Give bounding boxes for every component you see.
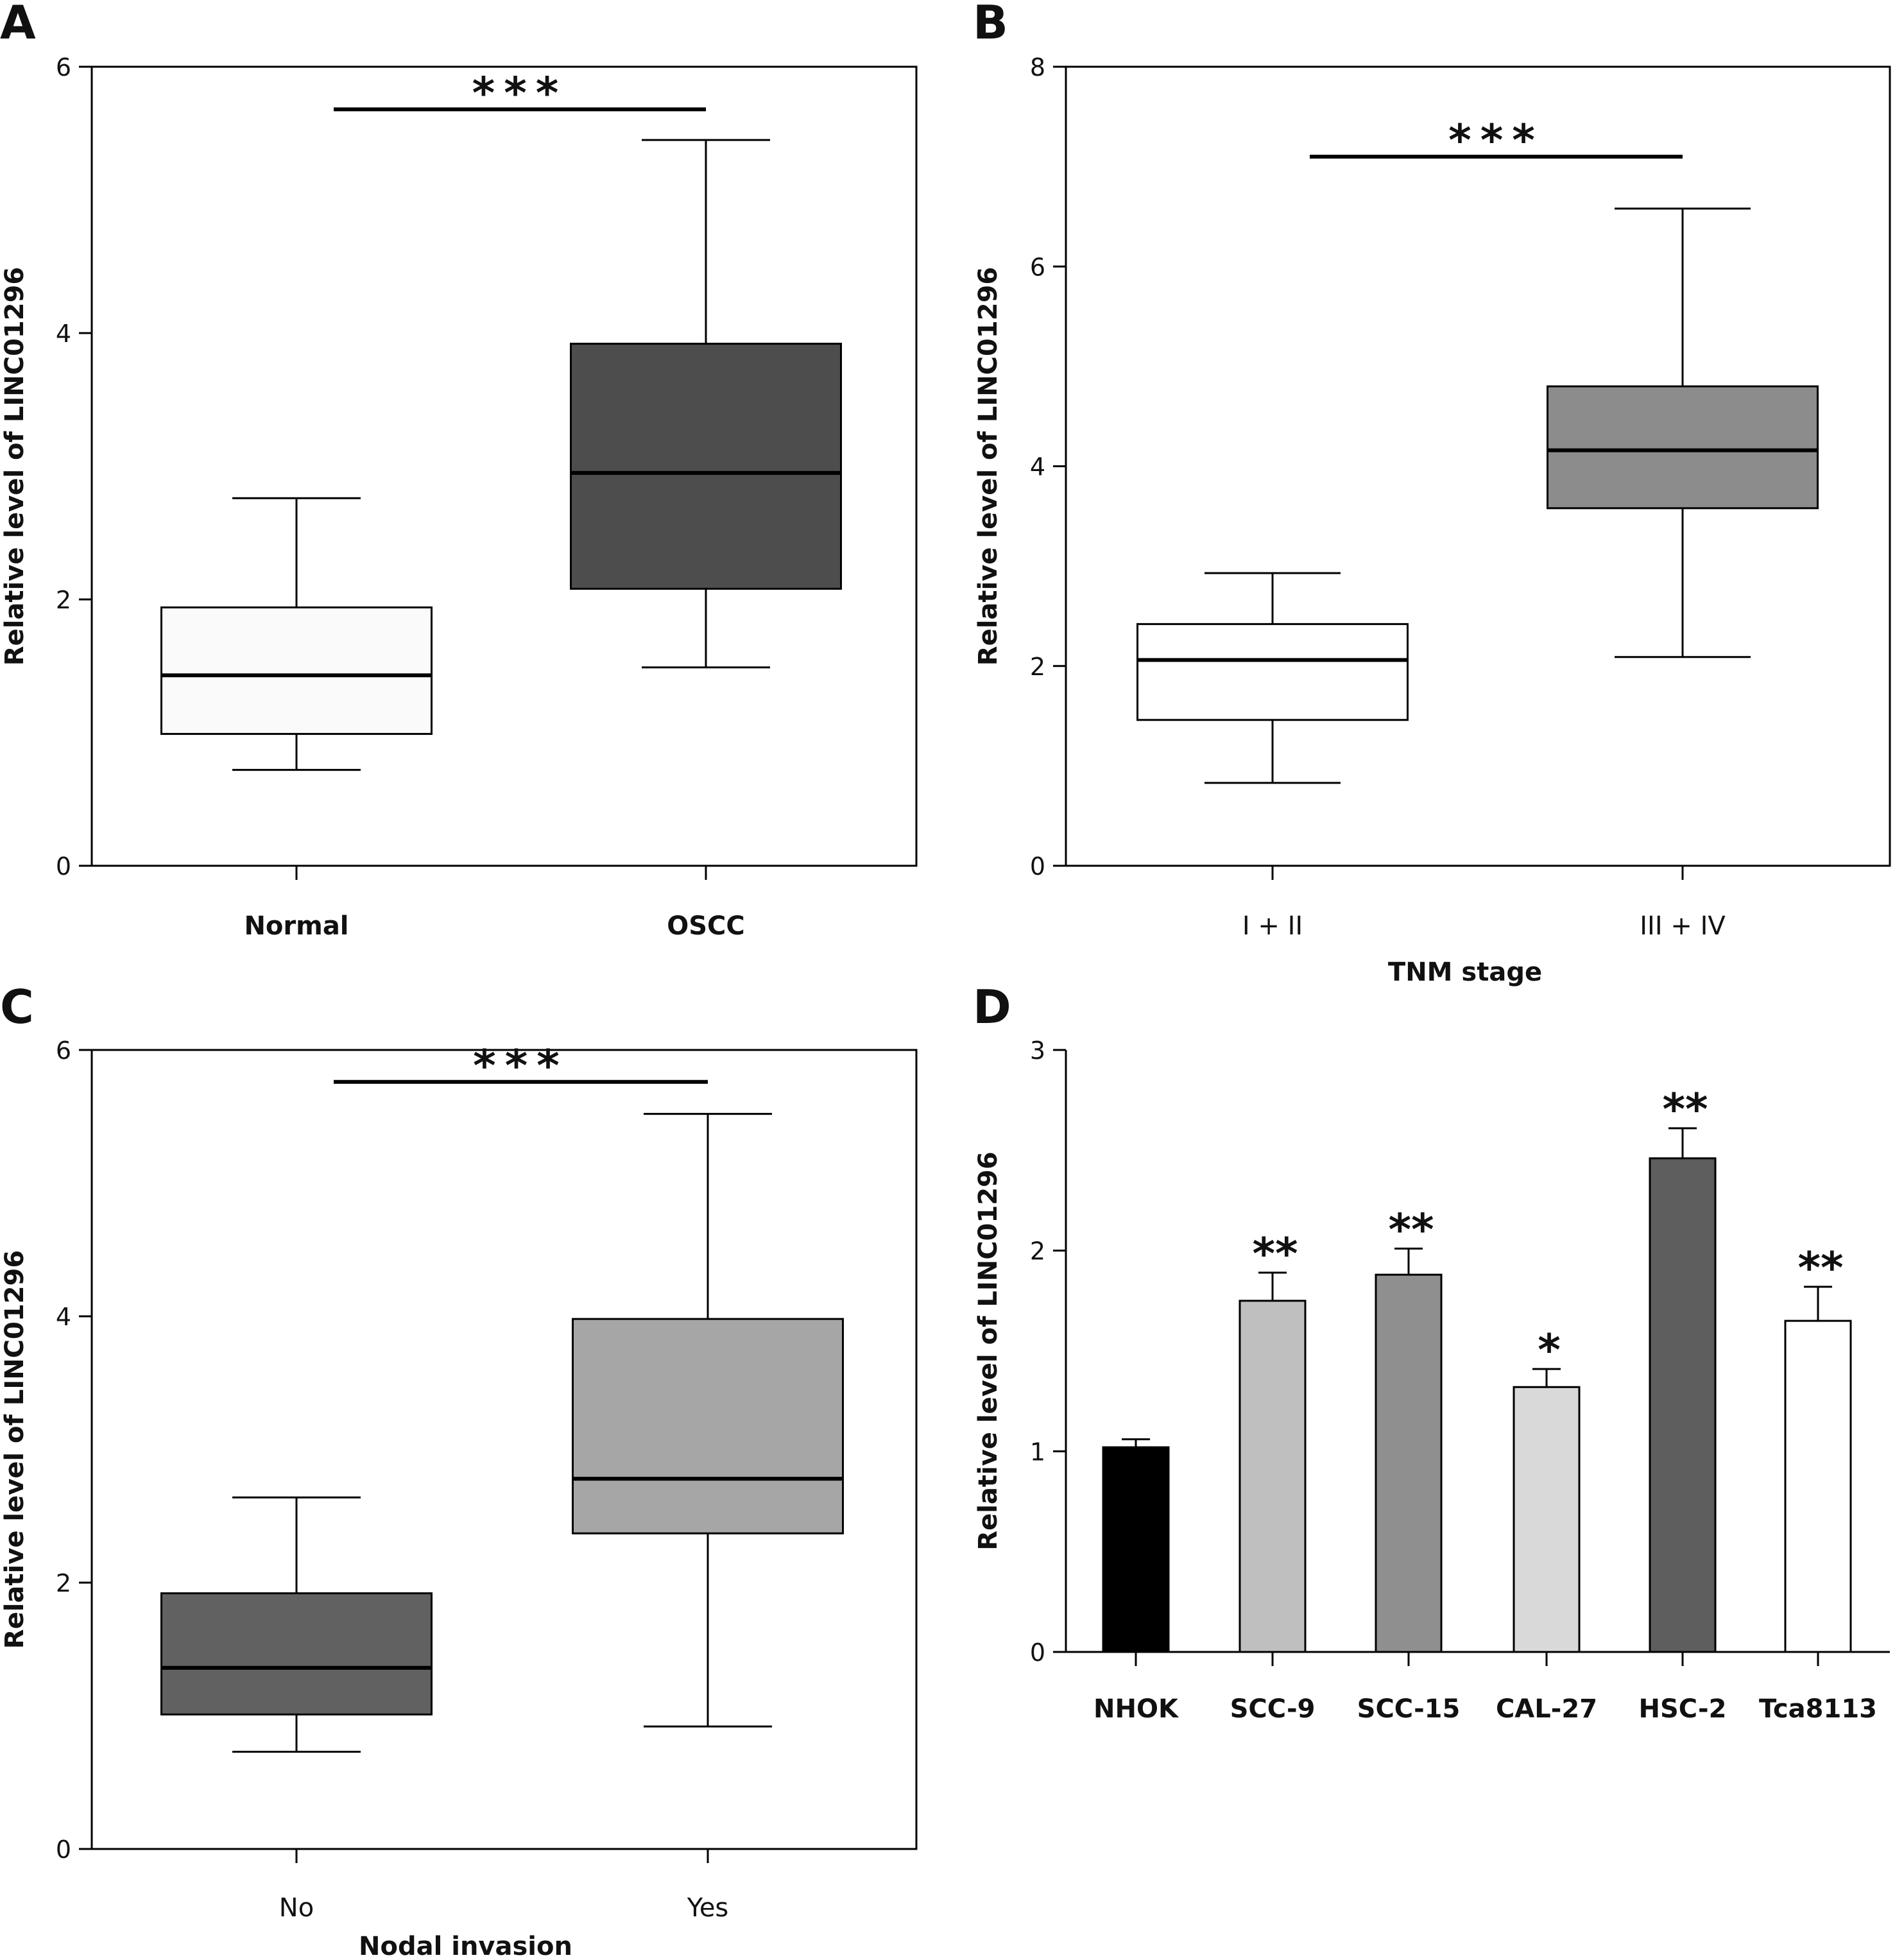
x-tick-label: Normal (244, 911, 348, 941)
x-tick-label: NHOK (1093, 1694, 1179, 1724)
x-tick-label: SCC-15 (1357, 1694, 1461, 1724)
panel-a: A 0 2 4 6 Relative level of LINC01296 Normal OS… (0, 0, 918, 941)
y-axis-label: Relative level of LINC01296 (0, 1250, 30, 1649)
y-tick-label: 2 (56, 586, 71, 614)
y-tick-label: 0 (56, 1835, 71, 1864)
y-tick-label: 2 (1030, 1237, 1045, 1266)
bar-5: ** (1784, 1243, 1852, 1653)
iqr-box (160, 606, 433, 735)
x-tick-label: III + IV (1640, 911, 1726, 941)
bar-1: ** (1239, 1229, 1307, 1653)
box-1 (572, 1113, 844, 1728)
y-tick-label: 6 (56, 53, 71, 82)
bar (1375, 1273, 1443, 1653)
box-0 (160, 497, 433, 771)
bar (1784, 1320, 1852, 1653)
significance-label: ** (1388, 1205, 1434, 1256)
y-axis-label: Relative level of LINC01296 (973, 267, 1003, 666)
panel-letter: A (0, 0, 36, 49)
x-tick-label: Yes (687, 1893, 729, 1923)
y-tick-label: 1 (1030, 1438, 1045, 1466)
x-tick-label: No (279, 1893, 314, 1923)
iqr-box (160, 1592, 433, 1715)
x-axis-label: TNM stage (1388, 958, 1542, 987)
y-tick-label: 0 (1030, 1638, 1045, 1667)
bar (1102, 1446, 1170, 1653)
iqr-box (1136, 623, 1409, 721)
significance-label: *** (472, 68, 568, 119)
y-tick-label: 6 (1030, 253, 1045, 281)
box-1 (570, 139, 842, 669)
x-tick-label: I + II (1242, 911, 1303, 941)
x-tick-label: Tca8113 (1759, 1694, 1877, 1724)
panel-b: B 0 2 4 6 8 Relative level of LINC01296 I + II I… (973, 0, 1891, 987)
y-tick-label: 4 (1030, 453, 1045, 481)
x-axis-label: Nodal invasion (359, 1932, 572, 1960)
iqr-box (572, 1318, 844, 1534)
panel-letter: B (973, 0, 1008, 49)
y-tick-label: 2 (1030, 653, 1045, 681)
y-tick-label: 3 (1030, 1036, 1045, 1065)
y-tick-label: 4 (56, 320, 71, 348)
box-0 (1136, 572, 1409, 784)
bar (1513, 1386, 1581, 1653)
bar-3: * (1513, 1325, 1581, 1653)
box-0 (160, 1496, 433, 1753)
plot-frame (90, 65, 918, 867)
significance-label: ** (1662, 1085, 1708, 1135)
significance-label: ** (1252, 1229, 1298, 1280)
bar-0 (1102, 1438, 1170, 1653)
iqr-box (1547, 385, 1819, 510)
bar (1239, 1300, 1307, 1653)
significance-label: *** (1448, 116, 1544, 166)
bar (1649, 1157, 1717, 1653)
bar-4: ** (1649, 1085, 1717, 1653)
y-tick-label: 0 (56, 852, 71, 881)
x-tick-label: OSCC (667, 911, 745, 941)
y-tick-label: 8 (1030, 53, 1045, 82)
x-tick-label: HSC-2 (1639, 1694, 1727, 1724)
y-axis-label: Relative level of LINC01296 (0, 267, 30, 666)
x-tick-label: CAL-27 (1496, 1694, 1597, 1724)
y-tick-label: 6 (56, 1036, 71, 1065)
box-1 (1547, 207, 1819, 658)
bar-2: ** (1375, 1205, 1443, 1653)
panel-letter: D (973, 980, 1011, 1034)
plot-frame (90, 1049, 918, 1850)
iqr-box (570, 343, 842, 590)
y-tick-label: 4 (56, 1303, 71, 1331)
significance-label: * (1538, 1325, 1561, 1376)
panel-d: D 0 1 2 3 Relative level of LINC01296 NHOK SCC-… (973, 980, 1890, 1724)
significance-label: ** (1797, 1243, 1843, 1294)
y-tick-label: 0 (1030, 852, 1045, 881)
y-tick-label: 2 (56, 1569, 71, 1597)
significance-label: *** (473, 1041, 569, 1092)
x-tick-label: SCC-9 (1230, 1694, 1316, 1724)
panel-c: C 0 2 4 6 Relative level of LINC01296 No Yes Nod… (0, 980, 918, 1960)
panel-letter: C (0, 980, 34, 1034)
y-axis-label: Relative level of LINC01296 (973, 1151, 1003, 1550)
